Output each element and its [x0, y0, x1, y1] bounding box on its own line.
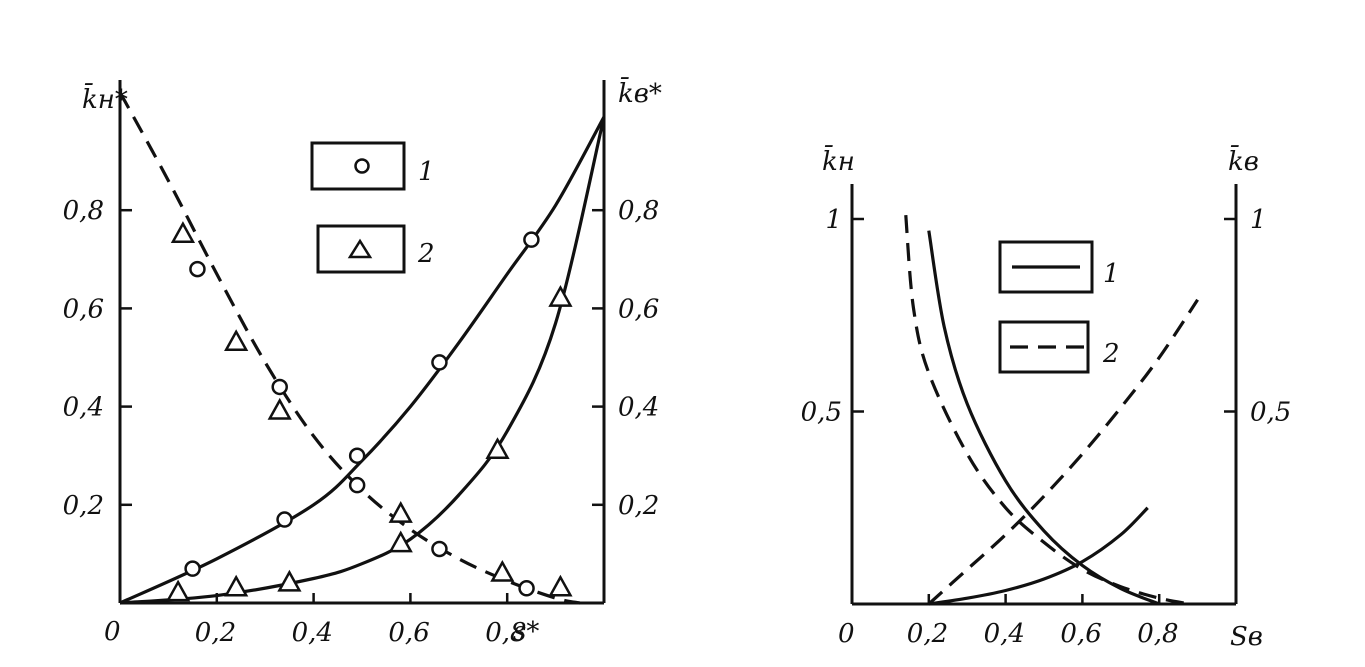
left-marker-triangle	[548, 574, 573, 597]
right-curve-2	[928, 506, 1149, 606]
left-marker-triangle	[165, 579, 191, 602]
left-y-tick-label-right: 0,6	[618, 294, 659, 324]
left-marker-triangle	[485, 437, 510, 460]
left-marker-circle	[518, 580, 535, 597]
left-marker-circle	[348, 447, 366, 464]
right-y-left-label: k̄н	[822, 144, 855, 177]
left-legend-marker-2	[347, 238, 373, 259]
right-x-origin-label: 0	[838, 619, 855, 649]
left-legend-label-1: 1	[418, 157, 435, 187]
left-y-tick-label-right: 0,4	[618, 393, 659, 423]
left-marker-triangle	[224, 329, 249, 352]
left-markers	[165, 221, 573, 602]
left-x-tick-label: 0,8	[485, 618, 526, 648]
left-marker-circle	[271, 378, 288, 396]
right-ticks: 0,2 0,4 0,6 0,8 0,5 0,5 1 1	[801, 205, 1292, 649]
left-marker-circle	[431, 540, 448, 558]
left-x-origin-label: 0	[104, 617, 121, 647]
left-marker-circle	[431, 354, 448, 371]
right-curve-1	[927, 230, 1160, 606]
left-marker-circle	[348, 476, 366, 494]
left-y-tick-label-left: 0,4	[63, 393, 104, 423]
left-legend-box-1	[310, 141, 406, 191]
chart-left: 0,2 0,4 0,6 0,8 0,2 0,2 0,4 0,4 0,6 0,6 0,8 0,8 k̄н…	[63, 76, 662, 648]
left-curves	[118, 91, 606, 605]
left-marker-triangle	[548, 285, 573, 307]
left-curve-2	[119, 116, 606, 605]
right-legend-label-1: 1	[1103, 259, 1120, 289]
left-marker-circle	[523, 231, 540, 248]
left-legend: 1 2	[310, 141, 435, 274]
left-y-left-label: k̄н*	[82, 82, 128, 115]
left-marker-triangle	[224, 574, 249, 597]
left-y-tick-label-left: 0,6	[63, 294, 104, 324]
right-legend-box-2	[998, 320, 1090, 374]
right-curves	[904, 214, 1199, 606]
left-legend-label-2: 2	[417, 239, 435, 269]
left-marker-circle	[189, 260, 206, 278]
left-y-tick-label-right: 0,8	[618, 196, 659, 226]
left-y-tick-label-right: 0,2	[618, 491, 659, 521]
right-x-label: Sв	[1230, 622, 1263, 652]
right-x-tick-label: 0,4	[984, 619, 1025, 649]
right-axes	[850, 184, 1238, 606]
right-x-tick-label: 0,2	[907, 619, 948, 649]
right-curve-3	[904, 214, 1191, 606]
left-curve-1	[119, 116, 606, 605]
right-y-right-label: k̄в	[1228, 144, 1259, 177]
right-y-tick-label-right: 1	[1250, 205, 1267, 235]
right-x-tick-label: 0,8	[1137, 619, 1178, 649]
left-curve-3	[118, 91, 581, 605]
right-legend-box-1	[998, 240, 1094, 294]
left-marker-triangle	[490, 559, 515, 582]
left-x-tick-label: 0,4	[292, 618, 333, 648]
right-y-tick-label-left: 0,5	[801, 398, 842, 428]
left-x-tick-label: 0,2	[195, 618, 236, 648]
left-legend-box-2	[316, 224, 406, 274]
right-y-tick-label-left: 1	[825, 205, 842, 235]
left-marker-triangle	[267, 397, 292, 420]
left-x-label: s*	[513, 617, 539, 647]
left-marker-circle	[184, 560, 201, 577]
right-x-tick-label: 0,6	[1060, 619, 1101, 649]
right-legend: 1 2	[998, 240, 1120, 374]
left-marker-triangle	[388, 530, 413, 553]
left-ticks: 0,2 0,4 0,6 0,8 0,2 0,2 0,4 0,4 0,6 0,6 0,8 0,8	[63, 196, 660, 648]
left-y-tick-label-left: 0,8	[63, 196, 104, 226]
chart-right: 0,2 0,4 0,6 0,8 0,5 0,5 1 1 k̄н k̄в Sв 0 1 2	[801, 144, 1292, 652]
left-x-tick-label: 0,6	[388, 618, 429, 648]
left-marker-circle	[276, 511, 293, 528]
right-curve-4	[927, 298, 1199, 606]
left-axes	[118, 80, 606, 605]
left-marker-triangle	[277, 569, 302, 592]
right-legend-label-2: 2	[1102, 339, 1120, 369]
right-y-tick-label-right: 0,5	[1250, 398, 1291, 428]
left-y-right-label: k̄в*	[618, 76, 662, 109]
left-marker-triangle	[170, 221, 196, 243]
left-legend-marker-1	[354, 158, 370, 174]
left-y-tick-label-left: 0,2	[63, 491, 104, 521]
left-marker-triangle	[388, 501, 413, 523]
